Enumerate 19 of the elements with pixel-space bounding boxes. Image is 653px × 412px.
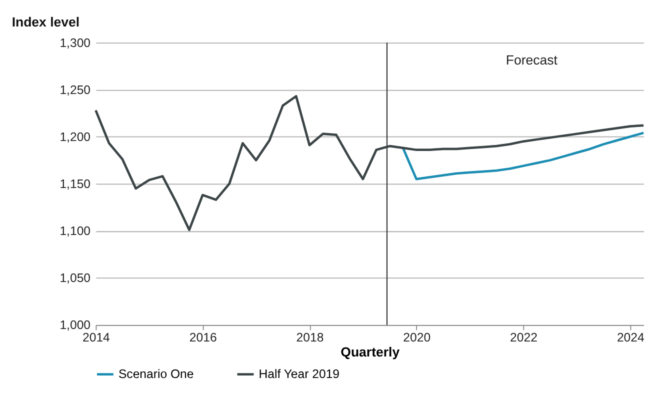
x-tick-label: 2018 [296, 330, 324, 345]
x-tick-label: 2024 [616, 330, 644, 345]
legend-label: Scenario One [118, 367, 194, 382]
y-tick-label: 1,300 [60, 36, 91, 50]
annotation: Forecast [506, 52, 558, 68]
legend-label: Half Year 2019 [258, 367, 340, 382]
x-tick-label: 2014 [82, 330, 110, 345]
y-tick-label: 1,200 [60, 130, 91, 144]
y-tick-label: 1,250 [60, 82, 91, 97]
line-series [402, 132, 645, 180]
x-axis-title: Quarterly [340, 344, 400, 360]
x-tick-label: 2022 [510, 330, 538, 345]
x-tick-label: 2020 [403, 330, 431, 345]
y-tick-label: 1,150 [60, 177, 91, 192]
x-tick-label: 2016 [189, 330, 217, 345]
y-tick-label: 1,000 [60, 318, 91, 332]
y-axis-title: Index level [12, 14, 80, 30]
y-tick-label: 1,100 [60, 224, 91, 238]
y-tick-label: 1,050 [60, 271, 91, 286]
